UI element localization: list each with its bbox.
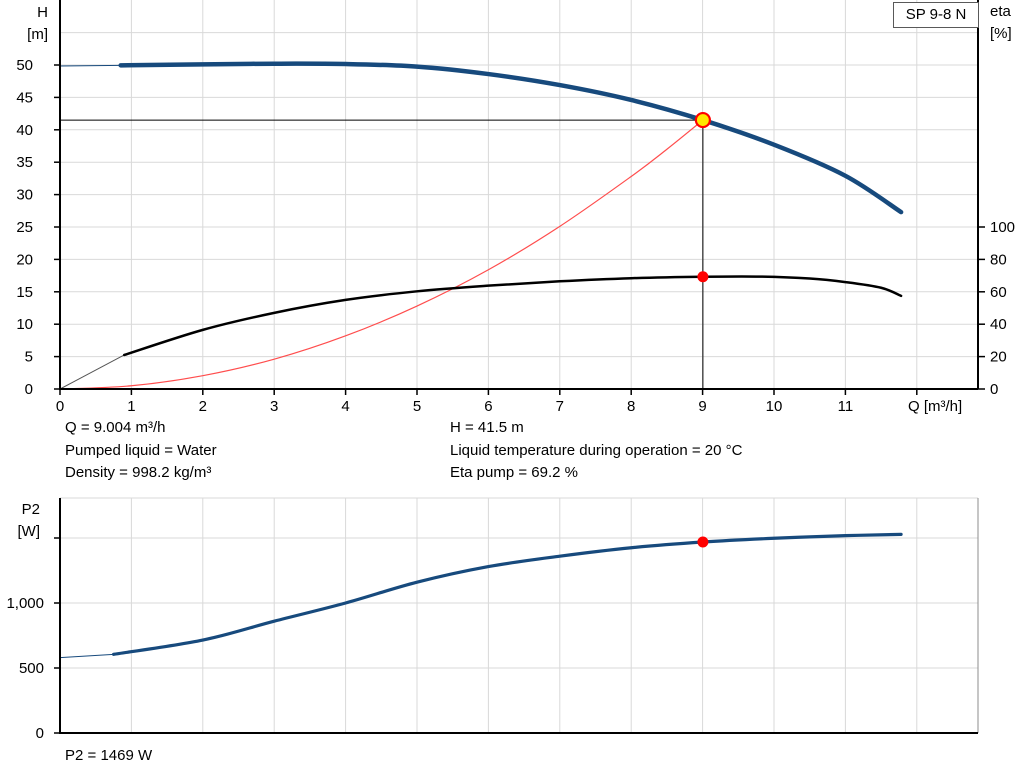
tick-label: 20 <box>990 349 1007 366</box>
qh-plot: 0 1 2 3 4 5 6 7 8 9 10 1105101520253035404550020406… <box>16 0 1015 415</box>
tick-label: 60 <box>990 284 1007 301</box>
tick-label: 6 <box>484 398 492 415</box>
tick-label: 50 <box>16 57 33 74</box>
tick-label: 80 <box>990 251 1007 268</box>
tick-label: 100 <box>990 219 1015 236</box>
tick-label: 0 <box>990 381 998 398</box>
tick-label: 5 <box>25 349 33 366</box>
tick-label: 11 <box>838 398 854 415</box>
tick-label: 35 <box>16 154 33 171</box>
tick-label: 4 <box>341 398 349 415</box>
tick-label: 8 <box>627 398 635 415</box>
q-axis-label: Q [m³/h] <box>908 398 962 415</box>
duty-q-text: Q = 9.004 m³/h <box>65 419 166 436</box>
tick-label: 15 <box>16 284 33 301</box>
tick-label: 3 <box>270 398 278 415</box>
pumped-liquid-text: Pumped liquid = Water <box>65 442 217 459</box>
duty-h-text: H = 41.5 m <box>450 419 524 436</box>
efficiency-curve-thin <box>59 354 125 390</box>
tick-label: 1 <box>127 398 135 415</box>
head-curve-thin <box>59 64 122 67</box>
tick-label: 30 <box>16 187 33 204</box>
tick-label: 7 <box>556 398 564 415</box>
p2-value-text: P2 = 1469 W <box>65 747 153 764</box>
tick-label: 500 <box>19 660 44 677</box>
tick-label: 9 <box>698 398 706 415</box>
eta-pump-text: Eta pump = 69.2 % <box>450 464 578 481</box>
tick-label: 25 <box>16 219 33 236</box>
h-axis-unit: [m] <box>27 26 48 43</box>
pump-type-badge: SP 9-8 N <box>893 2 979 28</box>
efficiency-curve <box>123 275 903 357</box>
operating-point-dot <box>697 536 709 548</box>
h-axis-label: H <box>37 4 48 21</box>
eta-axis-label: eta <box>990 3 1012 20</box>
p2-curve-thin <box>59 653 115 659</box>
head-curve <box>118 61 904 215</box>
duty-point-marker <box>694 111 711 129</box>
p2-axis-label: P2 <box>22 501 40 518</box>
p2-curve <box>111 532 903 656</box>
tick-label: 0 <box>25 381 33 398</box>
liquid-temperature-text: Liquid temperature during operation = 20… <box>450 442 743 459</box>
tick-label: 0 <box>56 398 64 415</box>
tick-label: 40 <box>16 122 33 139</box>
density-text: Density = 998.2 kg/m³ <box>65 464 212 481</box>
tick-label: 10 <box>16 316 33 333</box>
eta-axis-unit: [%] <box>990 25 1012 42</box>
tick-label: 40 <box>990 316 1007 333</box>
p2-plot: 0 500 1,000 <box>6 497 979 742</box>
tick-label: 1,000 <box>6 595 44 612</box>
tick-label: 10 <box>766 398 783 415</box>
tick-label: 20 <box>16 251 33 268</box>
tick-label: 5 <box>413 398 421 415</box>
tick-label: 45 <box>16 89 33 106</box>
p2-axis-unit: [W] <box>18 523 41 540</box>
tick-label: 0 <box>36 725 44 742</box>
operating-point-dot <box>697 271 709 283</box>
tick-label: 2 <box>199 398 207 415</box>
system-curve <box>59 119 704 390</box>
